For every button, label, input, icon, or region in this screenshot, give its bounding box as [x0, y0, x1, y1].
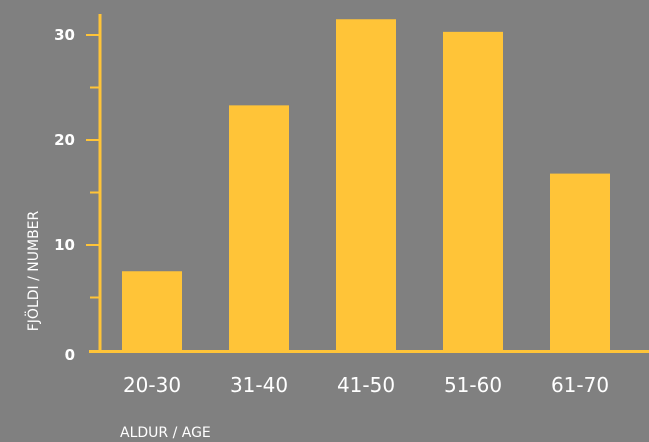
- y-axis-title: FJÖLDI / NUMBER: [24, 210, 42, 331]
- y-tick-label-10: 10: [54, 236, 75, 254]
- y-ticks-group: [86, 34, 100, 299]
- bars-group: [122, 19, 610, 350]
- bar-61-70: [550, 173, 610, 350]
- y-tick-label-0: 0: [65, 346, 75, 364]
- category-label-41-50: 41-50: [337, 373, 395, 397]
- bar-20-30: [122, 271, 182, 350]
- category-label-61-70: 61-70: [551, 373, 609, 397]
- x-axis-title: ALDUR / AGE: [120, 425, 211, 441]
- category-label-31-40: 31-40: [230, 373, 288, 397]
- category-label-20-30: 20-30: [123, 373, 181, 397]
- y-tick-label-30: 30: [54, 26, 75, 44]
- bar-51-60: [443, 31, 503, 350]
- y-tick-label-20: 20: [54, 131, 75, 149]
- category-label-51-60: 51-60: [444, 373, 502, 397]
- category-labels-group: 20-30 31-40 41-50 51-60 61-70: [123, 373, 609, 397]
- bar-41-50: [336, 19, 396, 350]
- y-tick-labels-group: 0 10 20 30: [54, 26, 75, 364]
- bar-31-40: [229, 105, 289, 350]
